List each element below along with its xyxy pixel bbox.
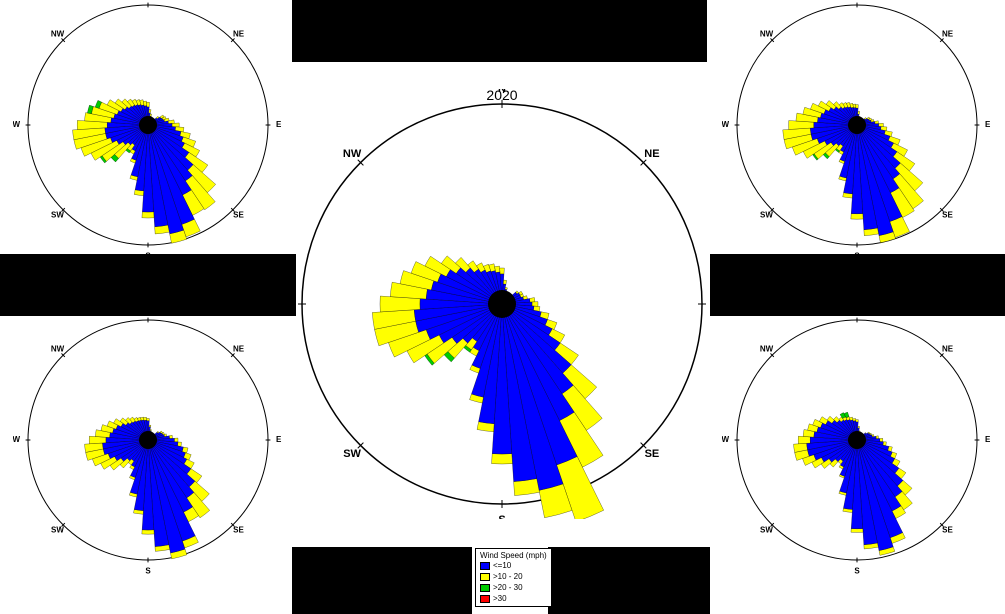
direction-label: NW: [760, 345, 774, 354]
legend-swatch: [480, 562, 490, 570]
direction-label: SW: [51, 526, 64, 535]
rose-container-spring: NNEESESSWWNWSpring: [722, 0, 992, 265]
rose-container-autumn: NNEESESSWWNWAutumn: [13, 305, 283, 580]
wind-rose-summer: N NE E SE S SW W NW: [722, 305, 992, 575]
direction-label: N: [854, 305, 860, 314]
direction-label: NE: [233, 345, 245, 354]
rose-title-autumn: Autumn: [13, 293, 283, 305]
rose-title-center: 2020: [287, 87, 717, 103]
direction-label: SW: [51, 211, 64, 220]
legend-label: >10 - 20: [493, 571, 523, 582]
direction-label: N: [145, 305, 151, 314]
wind-rose-winter: NNEESESSWWNW: [13, 0, 283, 260]
rose-container-center: NNEESESSWWNW2020: [287, 89, 717, 524]
wind-rose-center: NNEESESSWWNW: [287, 89, 717, 519]
legend: Wind Speed (mph)<=10>10 - 20>20 - 30>30: [475, 548, 552, 607]
direction-label: E: [714, 298, 717, 310]
wind-rose-autumn: N NE E SE S SW W NW: [13, 305, 283, 575]
direction-label: NW: [51, 30, 65, 39]
direction-label: S: [854, 252, 860, 260]
legend-swatch: [480, 595, 490, 603]
direction-label: S: [498, 514, 505, 519]
direction-label: E: [985, 120, 991, 129]
direction-label: E: [985, 435, 991, 444]
direction-label: W: [287, 298, 291, 310]
legend-title: Wind Speed (mph): [480, 551, 547, 560]
direction-label: W: [13, 120, 20, 129]
direction-label: S: [145, 252, 151, 260]
direction-label: NW: [343, 148, 362, 160]
direction-label: E: [276, 120, 282, 129]
legend-label: >30: [493, 593, 507, 604]
legend-row: >30: [480, 593, 547, 604]
legend-row: >20 - 30: [480, 582, 547, 593]
legend-swatch: [480, 573, 490, 581]
direction-label: SE: [645, 448, 660, 460]
wind-rose-spring: NNEESESSWWNW: [722, 0, 992, 260]
direction-label: SE: [942, 526, 953, 535]
legend-row: >10 - 20: [480, 571, 547, 582]
direction-label: W: [722, 435, 729, 444]
direction-label: NW: [51, 345, 65, 354]
direction-label: W: [13, 435, 20, 444]
direction-label: SW: [343, 448, 361, 460]
direction-label: SE: [942, 211, 953, 220]
direction-label: NE: [644, 148, 659, 160]
rose-container-summer: NNEESESSWWNWSummer: [722, 305, 992, 580]
direction-label: S: [854, 567, 860, 575]
layout-black-bar: [548, 547, 710, 614]
direction-label: E: [276, 435, 282, 444]
direction-label: NE: [942, 30, 954, 39]
direction-label: NW: [760, 30, 774, 39]
direction-label: W: [722, 120, 729, 129]
legend-row: <=10: [480, 560, 547, 571]
legend-label: >20 - 30: [493, 582, 523, 593]
direction-label: NE: [942, 345, 954, 354]
direction-label: S: [145, 567, 151, 575]
legend-label: <=10: [493, 560, 511, 571]
direction-label: NE: [233, 30, 245, 39]
layout-black-bar: [292, 0, 707, 62]
direction-label: SE: [233, 526, 244, 535]
direction-label: SE: [233, 211, 244, 220]
direction-label: SW: [760, 211, 773, 220]
rose-container-winter: NNEESESSWWNWWinter: [13, 0, 283, 265]
layout-black-bar: [292, 547, 472, 614]
rose-title-summer: Summer: [722, 293, 992, 305]
legend-swatch: [480, 584, 490, 592]
direction-label: SW: [760, 526, 773, 535]
